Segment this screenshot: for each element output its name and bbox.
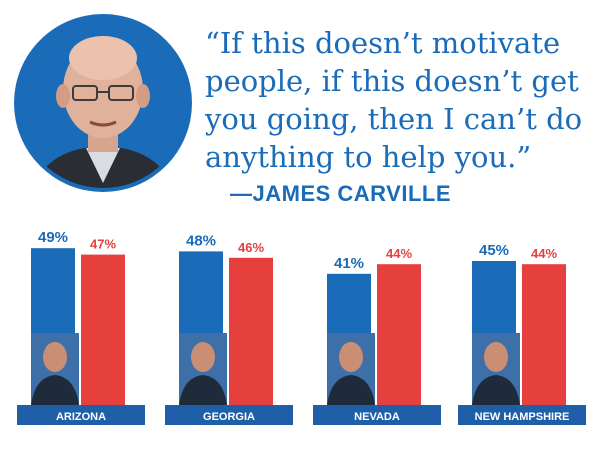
portrait-james-carville [18, 18, 188, 188]
poll-bar-chart: 49% 47% ARIZONA 48% 46% GEORGIA 41% 44% NEVADA 45… [17, 230, 586, 425]
bar-nevada-red [377, 264, 421, 405]
candidate-photo-arizona [31, 333, 79, 405]
value-label-georgia-red: 46% [238, 240, 264, 255]
quote-block: “If this doesn’t motivate people, if thi… [18, 18, 583, 206]
value-label-nevada-red: 44% [386, 246, 412, 261]
state-bar-georgia [165, 405, 293, 425]
bar-georgia-red [229, 257, 273, 405]
candidate-photo-nevada [327, 333, 375, 405]
value-label-new-hampshire-red: 44% [531, 246, 557, 261]
state-label-new-hampshire: NEW HAMPSHIRE [475, 411, 570, 423]
value-label-arizona-red: 47% [90, 237, 116, 252]
value-label-arizona-blue: 49% [38, 230, 68, 246]
value-label-nevada-blue: 41% [334, 255, 364, 272]
value-label-georgia-blue: 48% [186, 232, 216, 249]
bar-arizona-red [81, 254, 125, 405]
quote-attribution: —JAMES CARVILLE [230, 181, 452, 206]
candidate-photo-georgia [179, 333, 227, 405]
candidate-photo-new-hampshire [472, 333, 520, 405]
state-bar-arizona [17, 405, 145, 425]
bar-new-hampshire-red [522, 264, 566, 405]
state-label-arizona: ARIZONA [56, 411, 106, 423]
state-label-georgia: GEORGIA [203, 411, 255, 423]
state-bar-nevada [313, 405, 441, 425]
state-label-nevada: NEVADA [354, 411, 400, 423]
quote-text: “If this doesn’t motivate people, if thi… [205, 26, 583, 174]
state-bar-new-hampshire [458, 405, 586, 425]
value-label-new-hampshire-blue: 45% [479, 242, 509, 259]
